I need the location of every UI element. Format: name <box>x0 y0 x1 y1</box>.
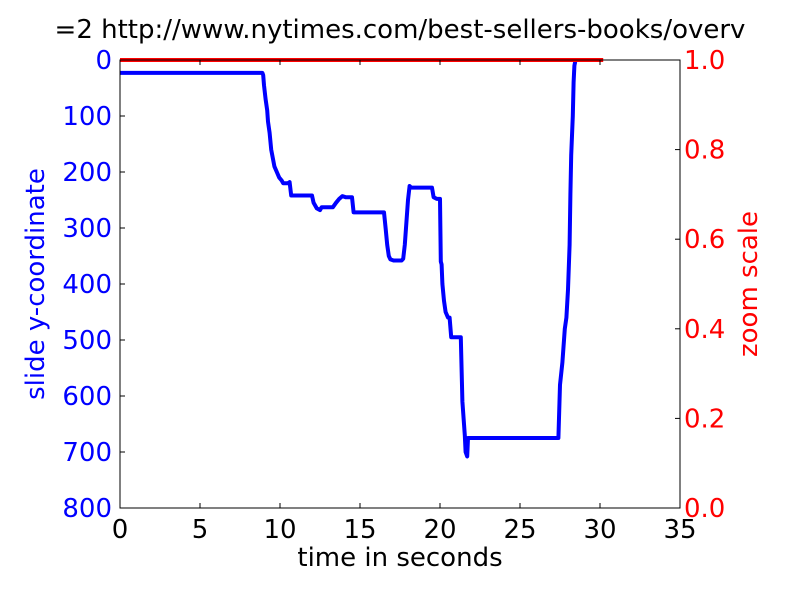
y-right-tick-label: 1.0 <box>684 46 725 76</box>
x-tick-label: 25 <box>503 515 536 545</box>
y-left-tick-label: 500 <box>62 326 112 356</box>
y-right-tick-label: 0.6 <box>684 225 725 255</box>
y-left-tick-label: 800 <box>62 494 112 524</box>
x-tick-label: 15 <box>343 515 376 545</box>
y-left-tick-label: 300 <box>62 214 112 244</box>
x-tick-label: 10 <box>263 515 296 545</box>
ticks-layer: 0 5 10 15 20 25 30 35 0 100 200 300 400 500 600 700 800 0… <box>62 46 725 545</box>
y-left-tick-label: 100 <box>62 102 112 132</box>
y-left-tick-label: 700 <box>62 438 112 468</box>
y-left-tick-label: 400 <box>62 270 112 300</box>
y-left-tick-label: 0 <box>95 46 112 76</box>
y-right-tick-label: 0.0 <box>684 494 725 524</box>
y-left-tick-label: 200 <box>62 158 112 188</box>
y-axis-label-left: slide y-coordinate <box>21 168 51 400</box>
slide-y-line <box>120 61 578 459</box>
x-tick-label: 30 <box>583 515 616 545</box>
y-left-tick-label: 600 <box>62 382 112 412</box>
x-axis-label: time in seconds <box>297 543 502 573</box>
y-right-tick-label: 0.2 <box>684 404 725 434</box>
y-right-tick-label: 0.8 <box>684 136 725 166</box>
y-axis-label-right: zoom scale <box>734 211 764 357</box>
plot-frame <box>119 59 681 509</box>
x-tick-label: 0 <box>112 515 129 545</box>
x-tick-label: 20 <box>423 515 456 545</box>
x-tick-label: 35 <box>663 515 696 545</box>
series-layer <box>120 58 604 459</box>
x-tick-label: 5 <box>192 515 209 545</box>
y-right-tick-label: 0.4 <box>684 315 725 345</box>
chart-title: =2 http://www.nytimes.com/best-sellers-b… <box>55 15 746 45</box>
